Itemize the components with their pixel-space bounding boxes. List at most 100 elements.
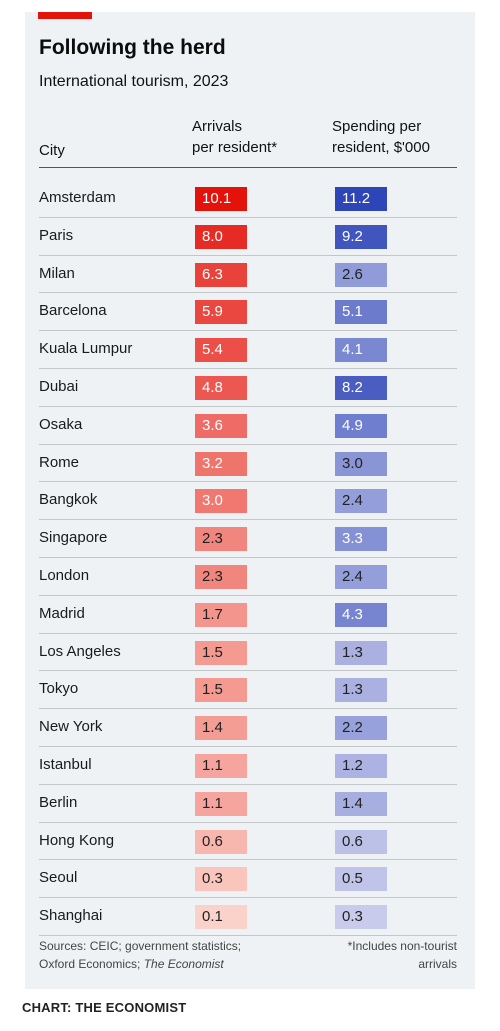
arrivals-cell: 3.0 — [195, 489, 247, 514]
footnote-line2: arrivals — [418, 957, 457, 971]
city-label: Istanbul — [39, 756, 92, 773]
chart-title: Following the herd — [39, 36, 226, 59]
spending-cell: 3.0 — [335, 451, 387, 476]
row-divider — [39, 405, 457, 407]
spending-cell: 0.6 — [335, 829, 387, 854]
chart-subtitle: International tourism, 2023 — [39, 73, 229, 90]
table-row: Dubai 4.8 8.2 — [25, 369, 475, 407]
spending-cell: 4.1 — [335, 338, 387, 363]
city-label: Kuala Lumpur — [39, 340, 133, 358]
source-line2-plain: Oxford Economics; — [39, 957, 144, 971]
row-divider — [39, 745, 457, 747]
city-label: Osaka — [39, 415, 83, 433]
table-row: Singapore 2.3 3.3 — [25, 520, 475, 558]
arrivals-cell: 4.8 — [195, 376, 247, 400]
row-divider — [39, 821, 457, 823]
row-divider — [39, 859, 457, 861]
column-header-arrivals-line1: Arrivals — [192, 118, 243, 135]
city-label: Dubai — [39, 378, 79, 395]
spending-cell: 9.2 — [335, 224, 387, 249]
city-label: Rome — [39, 453, 80, 471]
table-row: Istanbul 1.1 1.2 — [25, 747, 475, 785]
spending-cell: 2.4 — [335, 565, 387, 589]
spending-cell: 1.3 — [335, 678, 387, 703]
arrivals-cell: 0.3 — [195, 867, 247, 892]
column-header-spending-line2: resident, $'000 — [332, 139, 430, 156]
table-row: Seoul 0.3 0.5 — [25, 860, 475, 899]
row-divider — [39, 367, 457, 369]
city-label: Barcelona — [39, 302, 107, 320]
row-divider — [39, 670, 457, 672]
table-row: Hong Kong 0.6 0.6 — [25, 823, 475, 861]
source-line1: Sources: CEIC; government statistics; — [39, 939, 242, 953]
spending-cell: 11.2 — [335, 187, 387, 211]
city-label: Berlin — [39, 793, 78, 811]
city-label: Singapore — [39, 529, 108, 547]
row-divider — [39, 783, 457, 785]
arrivals-cell: 10.1 — [195, 187, 247, 211]
table-row: Barcelona 5.9 5.1 — [25, 293, 475, 332]
arrivals-cell: 1.7 — [195, 602, 247, 627]
row-divider — [39, 292, 457, 294]
city-label: Hong Kong — [39, 831, 115, 849]
arrivals-cell: 8.0 — [195, 224, 247, 249]
table-row: Rome 3.2 3.0 — [25, 445, 475, 483]
source-note: Sources: CEIC; government statistics; Ox… — [39, 937, 241, 973]
column-header-arrivals: Arrivals per resident* — [192, 116, 277, 158]
row-divider — [39, 897, 457, 899]
table-row: Osaka 3.6 4.9 — [25, 407, 475, 445]
table-row: Milan 6.3 2.6 — [25, 256, 475, 294]
row-divider — [39, 519, 457, 521]
city-label: Tokyo — [39, 680, 79, 698]
row-divider — [39, 481, 457, 483]
arrivals-cell: 1.1 — [195, 791, 247, 816]
spending-cell: 4.9 — [335, 413, 387, 438]
city-label: Madrid — [39, 604, 85, 622]
column-header-city: City — [39, 142, 65, 159]
row-divider — [39, 708, 457, 710]
arrivals-cell: 2.3 — [195, 565, 247, 589]
spending-cell: 1.4 — [335, 791, 387, 816]
table-row: Los Angeles 1.5 1.3 — [25, 634, 475, 672]
spending-cell: 2.6 — [335, 262, 387, 287]
city-label: Paris — [39, 226, 74, 244]
city-label: Amsterdam — [39, 189, 116, 206]
city-label: Shanghai — [39, 907, 103, 925]
table-row: Tokyo 1.5 1.3 — [25, 671, 475, 710]
table-row: Bangkok 3.0 2.4 — [25, 482, 475, 521]
footnote: *Includes non-tourist arrivals — [348, 937, 457, 973]
column-header-spending-line1: Spending per — [332, 118, 422, 135]
header-divider — [39, 167, 457, 168]
source-line2: Oxford Economics; The Economist — [39, 955, 241, 973]
arrivals-cell: 1.5 — [195, 678, 247, 703]
city-label: Bangkok — [39, 491, 98, 509]
table-row: Berlin 1.1 1.4 — [25, 785, 475, 823]
arrivals-cell: 2.3 — [195, 527, 247, 552]
row-divider — [39, 556, 457, 558]
city-label: Seoul — [39, 869, 78, 887]
arrivals-cell: 3.2 — [195, 451, 247, 476]
table-row: Shanghai 0.1 0.3 — [25, 898, 475, 936]
spending-cell: 0.5 — [335, 867, 387, 892]
brand-tag — [38, 12, 92, 19]
city-label: New York — [39, 718, 103, 736]
arrivals-cell: 5.4 — [195, 338, 247, 363]
city-label: London — [39, 567, 90, 584]
row-divider — [39, 934, 457, 936]
city-label: Los Angeles — [39, 642, 121, 660]
arrivals-cell: 1.1 — [195, 754, 247, 778]
arrivals-cell: 0.6 — [195, 829, 247, 854]
spending-cell: 5.1 — [335, 300, 387, 325]
spending-cell: 8.2 — [335, 376, 387, 400]
arrivals-cell: 1.5 — [195, 640, 247, 665]
spending-cell: 1.2 — [335, 754, 387, 778]
spending-cell: 0.3 — [335, 905, 387, 930]
table-body: Amsterdam 10.1 11.2 Paris 8.0 9.2 Milan 6.3 2.6 B… — [25, 12, 475, 952]
row-divider — [39, 443, 457, 445]
spending-cell: 3.3 — [335, 527, 387, 552]
spending-cell: 4.3 — [335, 602, 387, 627]
arrivals-cell: 6.3 — [195, 262, 247, 287]
arrivals-cell: 3.6 — [195, 413, 247, 438]
table-row: Madrid 1.7 4.3 — [25, 596, 475, 634]
spending-cell: 1.3 — [335, 640, 387, 665]
